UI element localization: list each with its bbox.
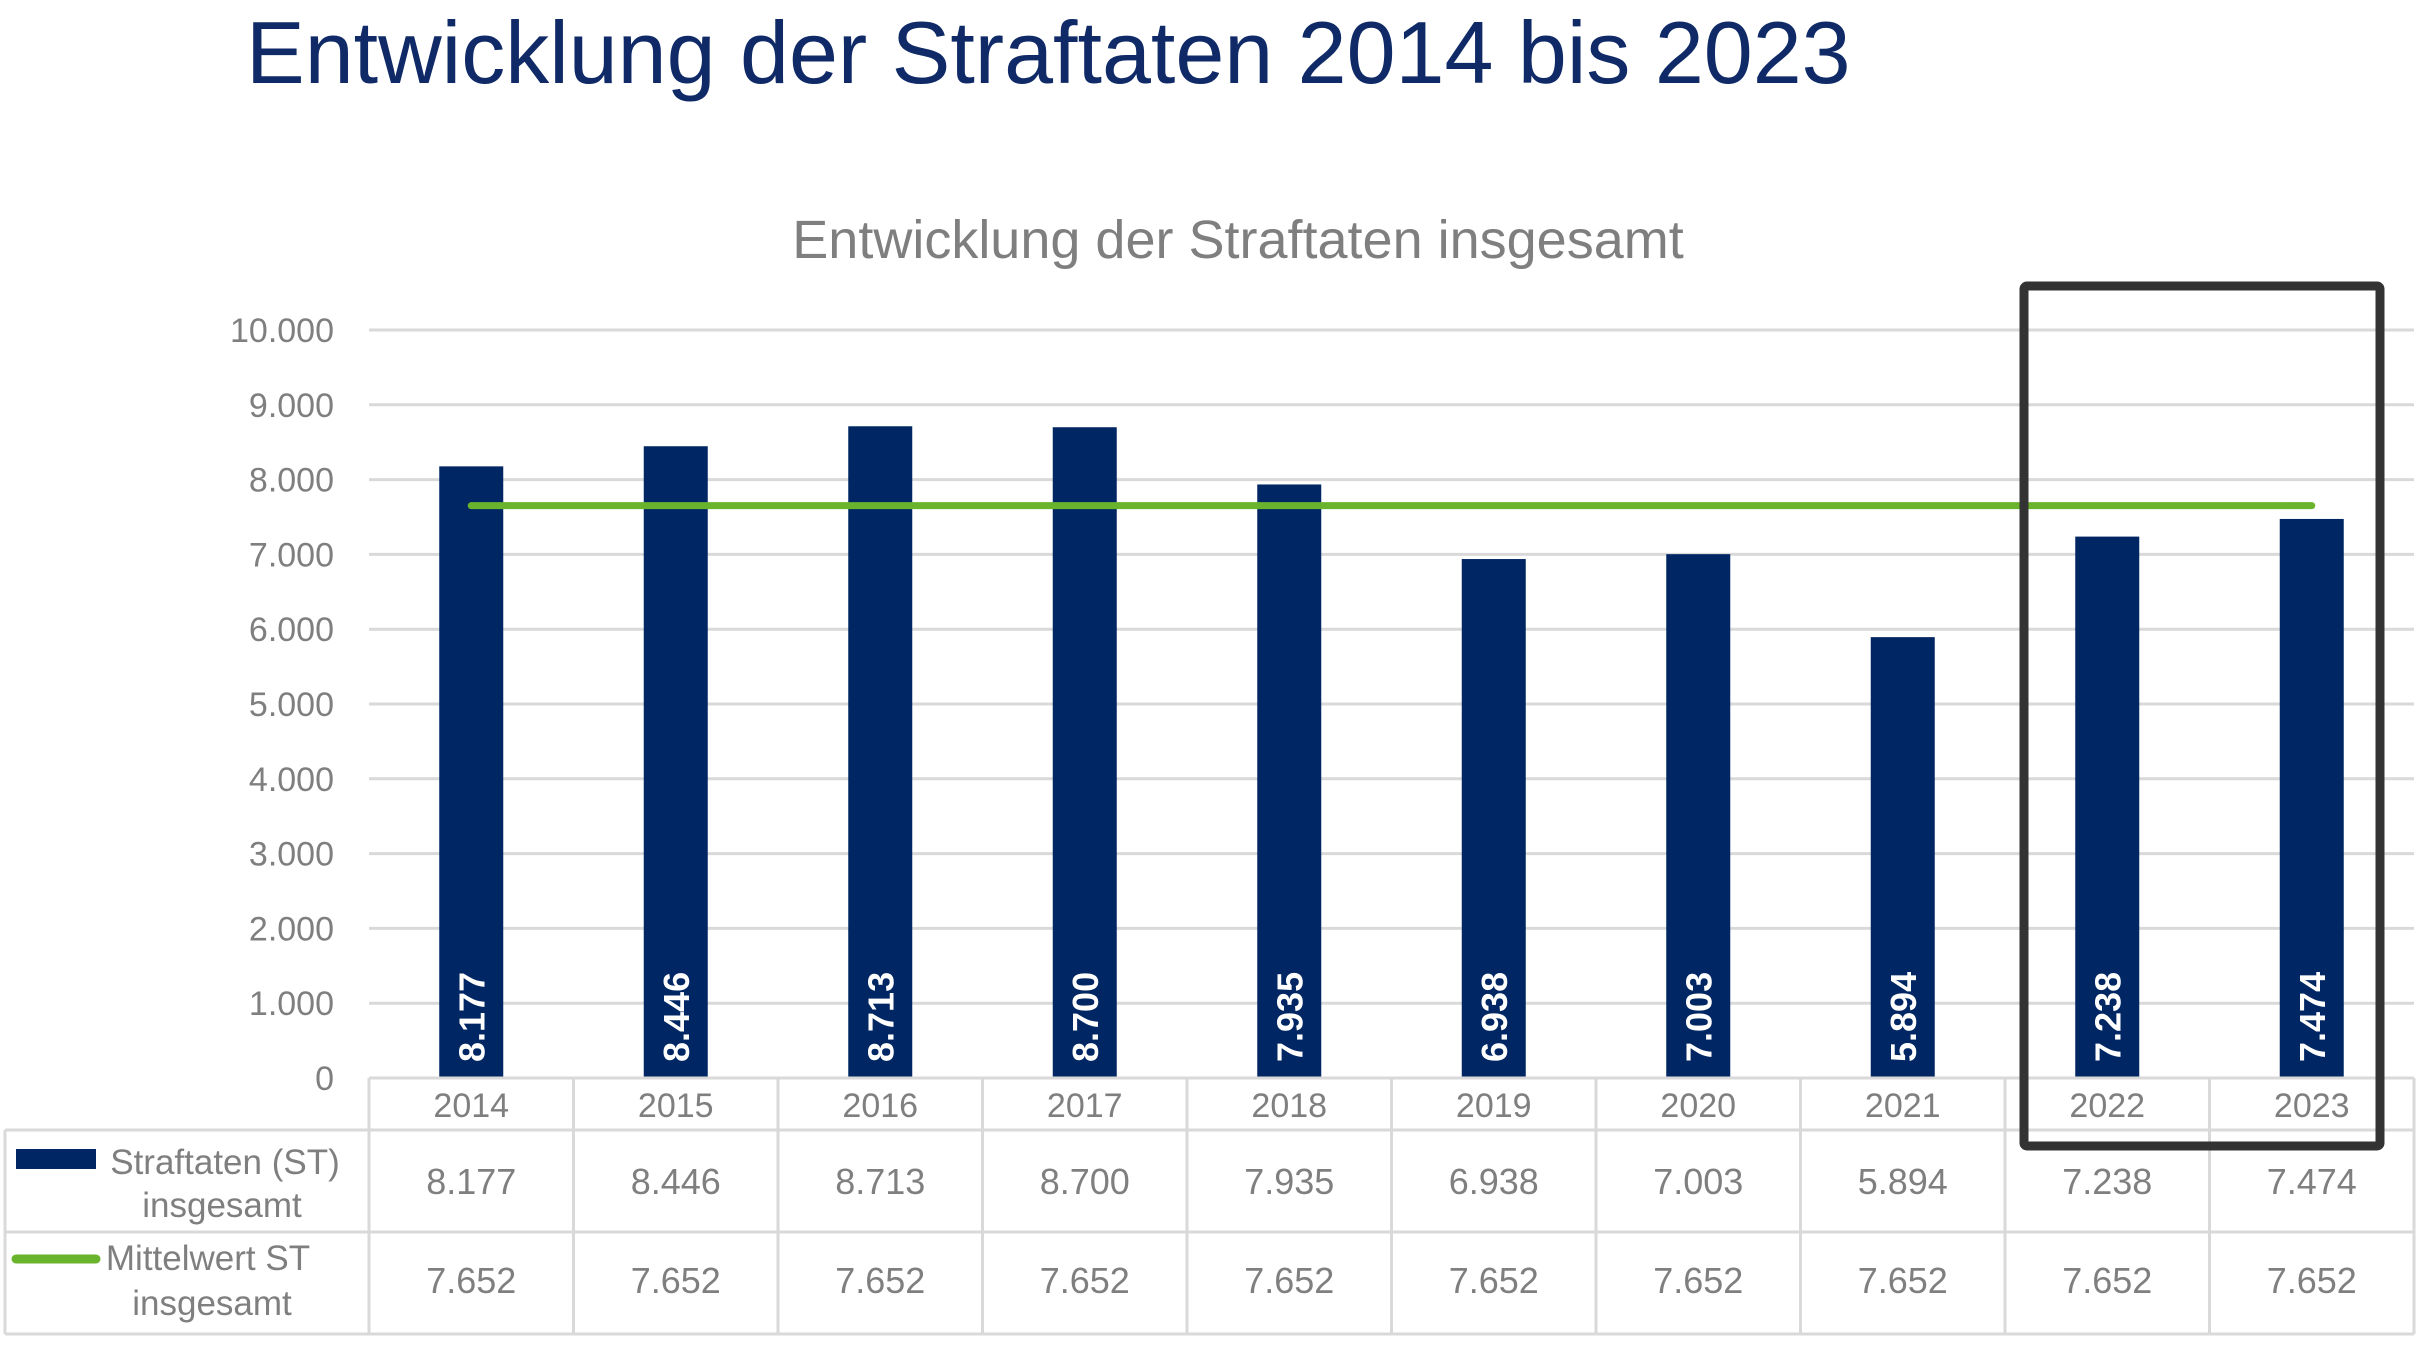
table-cell-straftaten: 8.177 <box>426 1161 516 1202</box>
x-tick-label: 2014 <box>433 1087 509 1125</box>
bar-data-label: 8.177 <box>451 972 492 1062</box>
x-tick-label: 2016 <box>842 1087 918 1125</box>
table-cell-mittelwert: 7.652 <box>1653 1260 1743 1301</box>
table-cell-straftaten: 6.938 <box>1449 1161 1539 1202</box>
table-cell-straftaten: 8.446 <box>631 1161 721 1202</box>
bar-data-label: 7.003 <box>1678 972 1719 1062</box>
y-tick-label: 8.000 <box>249 462 334 500</box>
legend-label-straftaten-1: Straftaten (ST) <box>110 1143 340 1182</box>
table-cell-straftaten: 7.935 <box>1244 1161 1334 1202</box>
bar-data-label: 8.713 <box>860 972 901 1062</box>
x-tick-label: 2021 <box>1865 1087 1941 1125</box>
bar-2022 <box>2075 536 2140 1078</box>
bar-2023 <box>2279 518 2344 1078</box>
y-tick-label: 5.000 <box>249 686 334 724</box>
legend-key-straftaten <box>16 1149 96 1169</box>
table-cell-mittelwert: 7.652 <box>1040 1260 1130 1301</box>
x-tick-label: 2017 <box>1047 1087 1123 1125</box>
x-tick-label: 2019 <box>1456 1087 1532 1125</box>
chart-title: Entwicklung der Straftaten insgesamt <box>792 210 1683 270</box>
table-cell-straftaten: 7.238 <box>2062 1161 2152 1202</box>
bar-data-label: 6.938 <box>1474 972 1515 1062</box>
bar-data-label: 7.935 <box>1269 972 1310 1062</box>
table-cell-mittelwert: 7.652 <box>1449 1260 1539 1301</box>
table-cell-mittelwert: 7.652 <box>1244 1260 1334 1301</box>
x-tick-label: 2020 <box>1660 1087 1736 1125</box>
table-cell-straftaten: 7.474 <box>2267 1161 2357 1202</box>
y-tick-label: 6.000 <box>249 611 334 649</box>
page-title: Entwicklung der Straftaten 2014 bis 2023 <box>246 3 1851 102</box>
table-cell-mittelwert: 7.652 <box>835 1260 925 1301</box>
table-cell-straftaten: 8.700 <box>1040 1161 1130 1202</box>
table-cell-mittelwert: 7.652 <box>631 1260 721 1301</box>
table-cell-straftaten: 8.713 <box>835 1161 925 1202</box>
bar-2016 <box>848 426 913 1079</box>
table-cell-mittelwert: 7.652 <box>2267 1260 2357 1301</box>
bar-data-label: 8.446 <box>656 972 697 1062</box>
legend-label-straftaten-2: insgesamt <box>142 1186 302 1225</box>
bar-2021 <box>1870 637 1935 1078</box>
table-cell-mittelwert: 7.652 <box>2062 1260 2152 1301</box>
bar-2019 <box>1461 559 1526 1078</box>
bar-2014 <box>439 466 504 1078</box>
y-tick-label: 9.000 <box>249 387 334 425</box>
y-tick-label: 3.000 <box>249 836 334 874</box>
x-tick-label: 2015 <box>638 1087 714 1125</box>
y-tick-label: 7.000 <box>249 536 334 574</box>
y-tick-label: 2.000 <box>249 910 334 948</box>
table-cell-mittelwert: 7.652 <box>1858 1260 1948 1301</box>
highlight-box-2022-2023 <box>2019 281 2385 1151</box>
bar-data-label: 5.894 <box>1883 972 1924 1062</box>
bar-data-label: 7.474 <box>2292 972 2333 1062</box>
bar-2020 <box>1666 554 1731 1078</box>
table-cell-mittelwert: 7.652 <box>426 1260 516 1301</box>
bar-data-label: 7.238 <box>2087 972 2128 1062</box>
y-tick-label: 0 <box>315 1060 334 1098</box>
bar-data-label: 8.700 <box>1065 972 1106 1062</box>
legend-label-mittelwert-1: Mittelwert ST <box>106 1239 310 1278</box>
y-tick-label: 4.000 <box>249 761 334 799</box>
y-tick-label: 10.000 <box>230 312 334 350</box>
bar-2015 <box>643 446 708 1078</box>
legend-label-mittelwert-2: insgesamt <box>132 1284 292 1323</box>
y-tick-label: 1.000 <box>249 985 334 1023</box>
table-cell-straftaten: 7.003 <box>1653 1161 1743 1202</box>
x-tick-label: 2022 <box>2069 1087 2145 1125</box>
bar-2018 <box>1257 484 1322 1078</box>
x-tick-label: 2018 <box>1251 1087 1327 1125</box>
bar-2017 <box>1052 427 1117 1078</box>
x-tick-label: 2023 <box>2274 1087 2350 1125</box>
table-cell-straftaten: 5.894 <box>1858 1161 1948 1202</box>
